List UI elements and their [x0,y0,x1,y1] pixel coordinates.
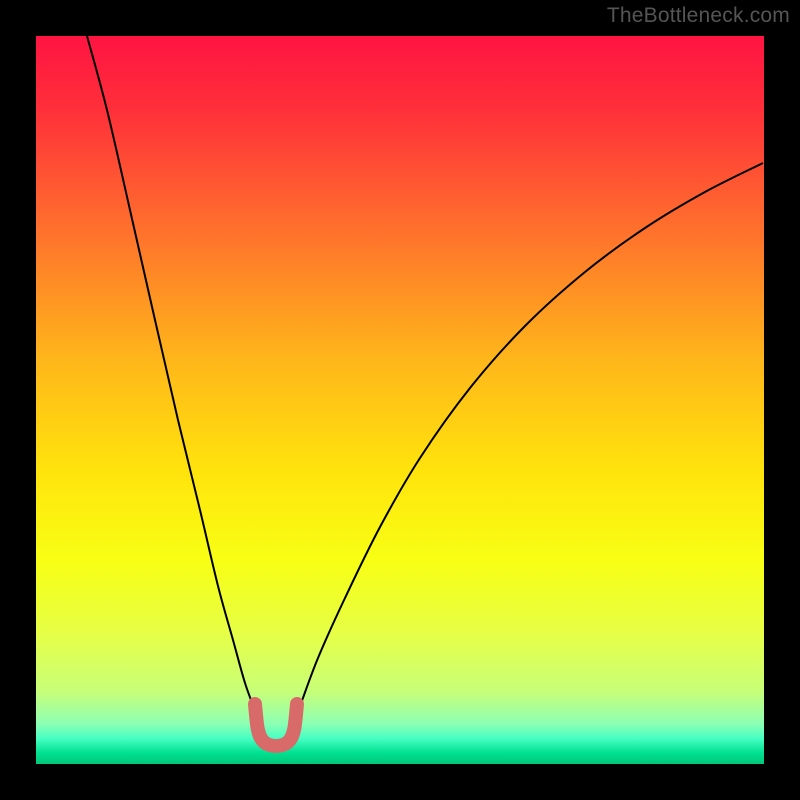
plot-background [36,36,764,764]
watermark-text: TheBottleneck.com [607,4,790,28]
bottleneck-chart [0,0,800,800]
